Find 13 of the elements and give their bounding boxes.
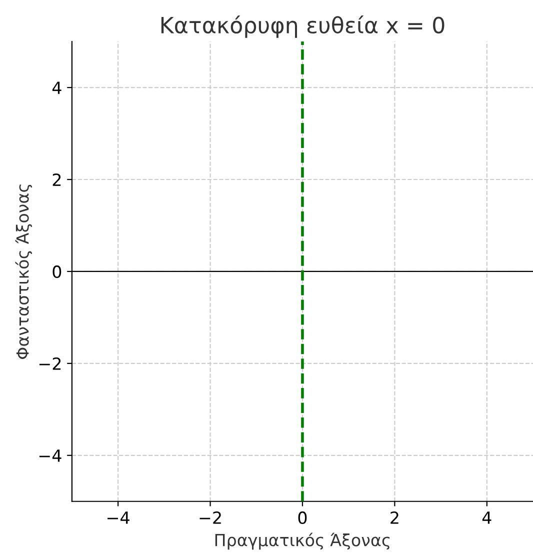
y-tick-label: 4 [52, 82, 62, 94]
x-tick-label: 0 [298, 511, 307, 524]
x-axis-title: Πραγματικός Άξονας [215, 532, 390, 550]
y-axis-title: Φανταστικός Άξονας [15, 184, 32, 359]
x-tick-label: −2 [200, 511, 221, 524]
y-tick-label: −4 [39, 450, 62, 462]
x-tick-label: −4 [108, 512, 130, 524]
y-tick-label: 2 [52, 173, 61, 186]
y-tick-label: −2 [39, 357, 61, 370]
chart-title: Κατακόρυφη ευθεία x = 0 [161, 15, 444, 38]
x-tick-label: 2 [390, 511, 398, 524]
x-tick-label: 4 [482, 512, 492, 524]
y-tick-label: 0 [52, 265, 62, 278]
